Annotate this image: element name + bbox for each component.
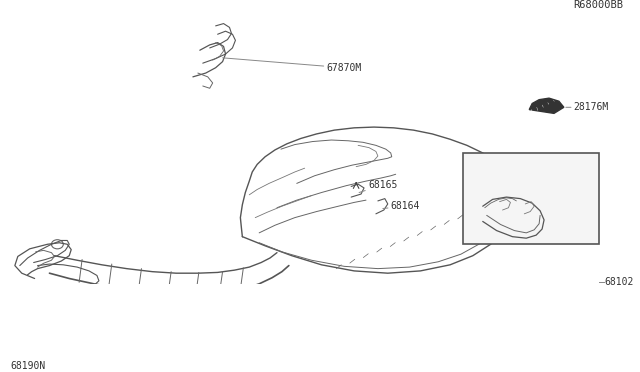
Polygon shape — [529, 98, 564, 113]
Text: 68190N: 68190N — [10, 361, 45, 371]
Text: 68170N: 68170N — [0, 371, 1, 372]
Text: 68164: 68164 — [383, 201, 420, 211]
Text: 68200: 68200 — [0, 371, 1, 372]
Text: 68153: 68153 — [0, 371, 1, 372]
Text: 68102: 68102 — [604, 277, 634, 287]
Bar — [484, 191, 499, 198]
Text: 67503: 67503 — [0, 371, 1, 372]
Text: 28176M: 28176M — [566, 102, 609, 112]
Text: 67870M: 67870M — [223, 58, 362, 73]
Text: 68165: 68165 — [359, 180, 397, 193]
Bar — [463, 153, 600, 244]
Text: 68154: 68154 — [0, 371, 1, 372]
Text: R68000BB: R68000BB — [573, 0, 623, 10]
